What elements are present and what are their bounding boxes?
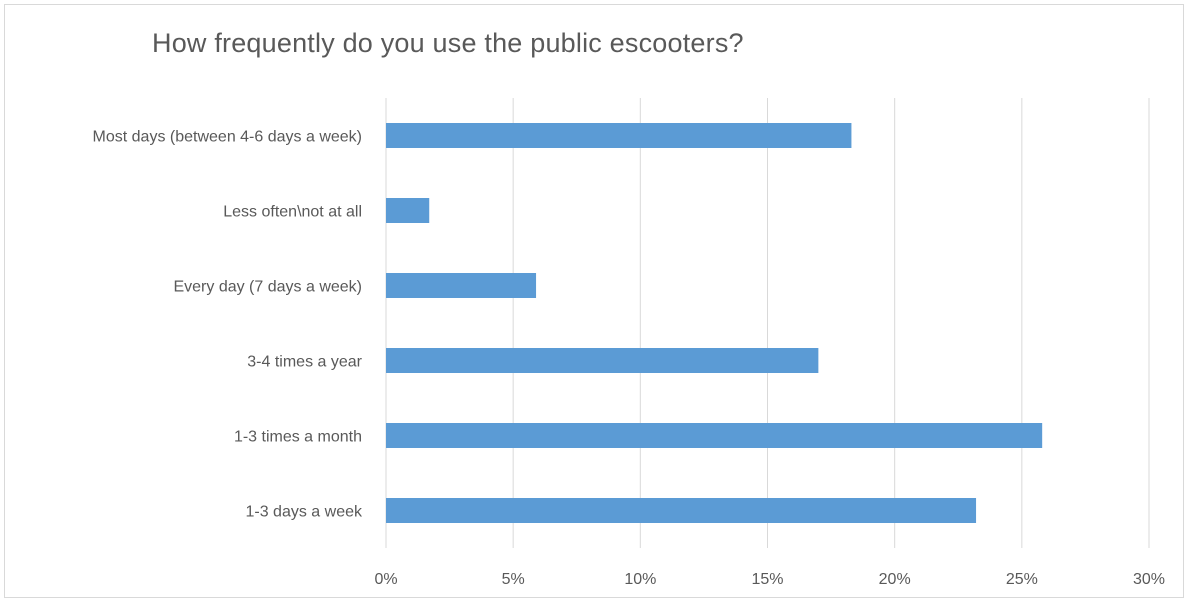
category-label: 1-3 times a month — [234, 429, 362, 446]
tick-label: 5% — [502, 571, 525, 588]
tick-label: 10% — [624, 571, 656, 588]
bar — [386, 498, 977, 523]
tick-label: 0% — [374, 571, 397, 588]
bar — [386, 198, 430, 223]
category-label: 1-3 days a week — [245, 504, 363, 521]
category-label: Most days (between 4-6 days a week) — [93, 129, 362, 146]
chart-title: How frequently do you use the public esc… — [152, 28, 744, 58]
gridlines — [512, 98, 1150, 548]
tick-label: 15% — [751, 571, 783, 588]
category-label: 3-4 times a year — [247, 354, 362, 371]
tick-label: 20% — [879, 571, 911, 588]
category-labels: Most days (between 4-6 days a week) Less … — [93, 129, 363, 521]
bar — [386, 348, 819, 373]
category-label: Less often\not at all — [223, 204, 362, 221]
tick-label: 25% — [1006, 571, 1038, 588]
value-axis-labels: 0% 5% 10% 15% 20% 25% 30% — [374, 571, 1165, 588]
tick-label: 30% — [1133, 571, 1165, 588]
bar — [386, 123, 852, 148]
category-label: Every day (7 days a week) — [173, 279, 362, 296]
bars — [386, 123, 1043, 523]
bar — [386, 423, 1043, 448]
bar — [386, 273, 537, 298]
